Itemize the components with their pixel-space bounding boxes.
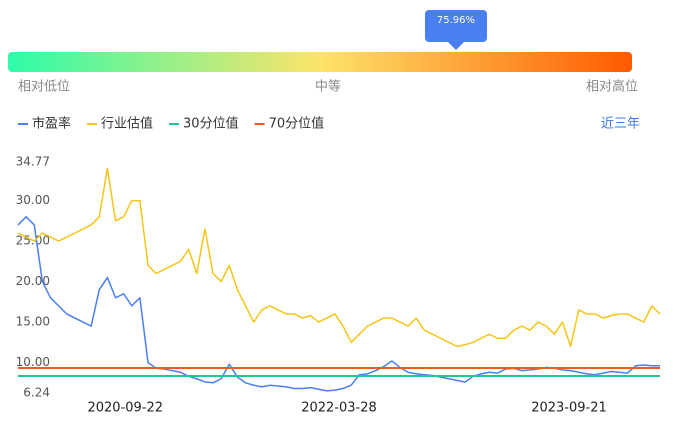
range-selector[interactable]: 近三年 (601, 117, 640, 132)
x-tick-label: 2023-09-21 (531, 401, 607, 416)
series-line (17, 167, 661, 348)
y-tick-label: 10.00 (16, 355, 50, 369)
mid-label: 中等 (315, 79, 341, 95)
y-tick-label: 30.00 (16, 193, 50, 207)
y-tick-label: 34.77 (16, 155, 50, 169)
legend-label: 70分位值 (269, 116, 325, 132)
gauge-tooltip: 75.96% (424, 10, 487, 50)
legend-label: 市盈率 (32, 116, 71, 132)
gauge-bar (8, 52, 632, 72)
y-tick-label: 15.00 (16, 315, 50, 329)
y-tick-label: 6.24 (23, 386, 50, 400)
x-tick-label: 2022-03-28 (301, 401, 377, 416)
tooltip-box (424, 10, 487, 42)
series-line (17, 216, 660, 392)
tooltip-label: 75.96% (437, 15, 475, 26)
x-tick-label: 2020-09-22 (87, 401, 163, 416)
high-label: 相对高位 (586, 79, 638, 95)
tooltip-pointer (447, 42, 464, 50)
low-label: 相对低位 (18, 80, 70, 95)
legend-label: 30分位值 (183, 116, 239, 132)
legend-label: 行业估值 (101, 116, 153, 132)
